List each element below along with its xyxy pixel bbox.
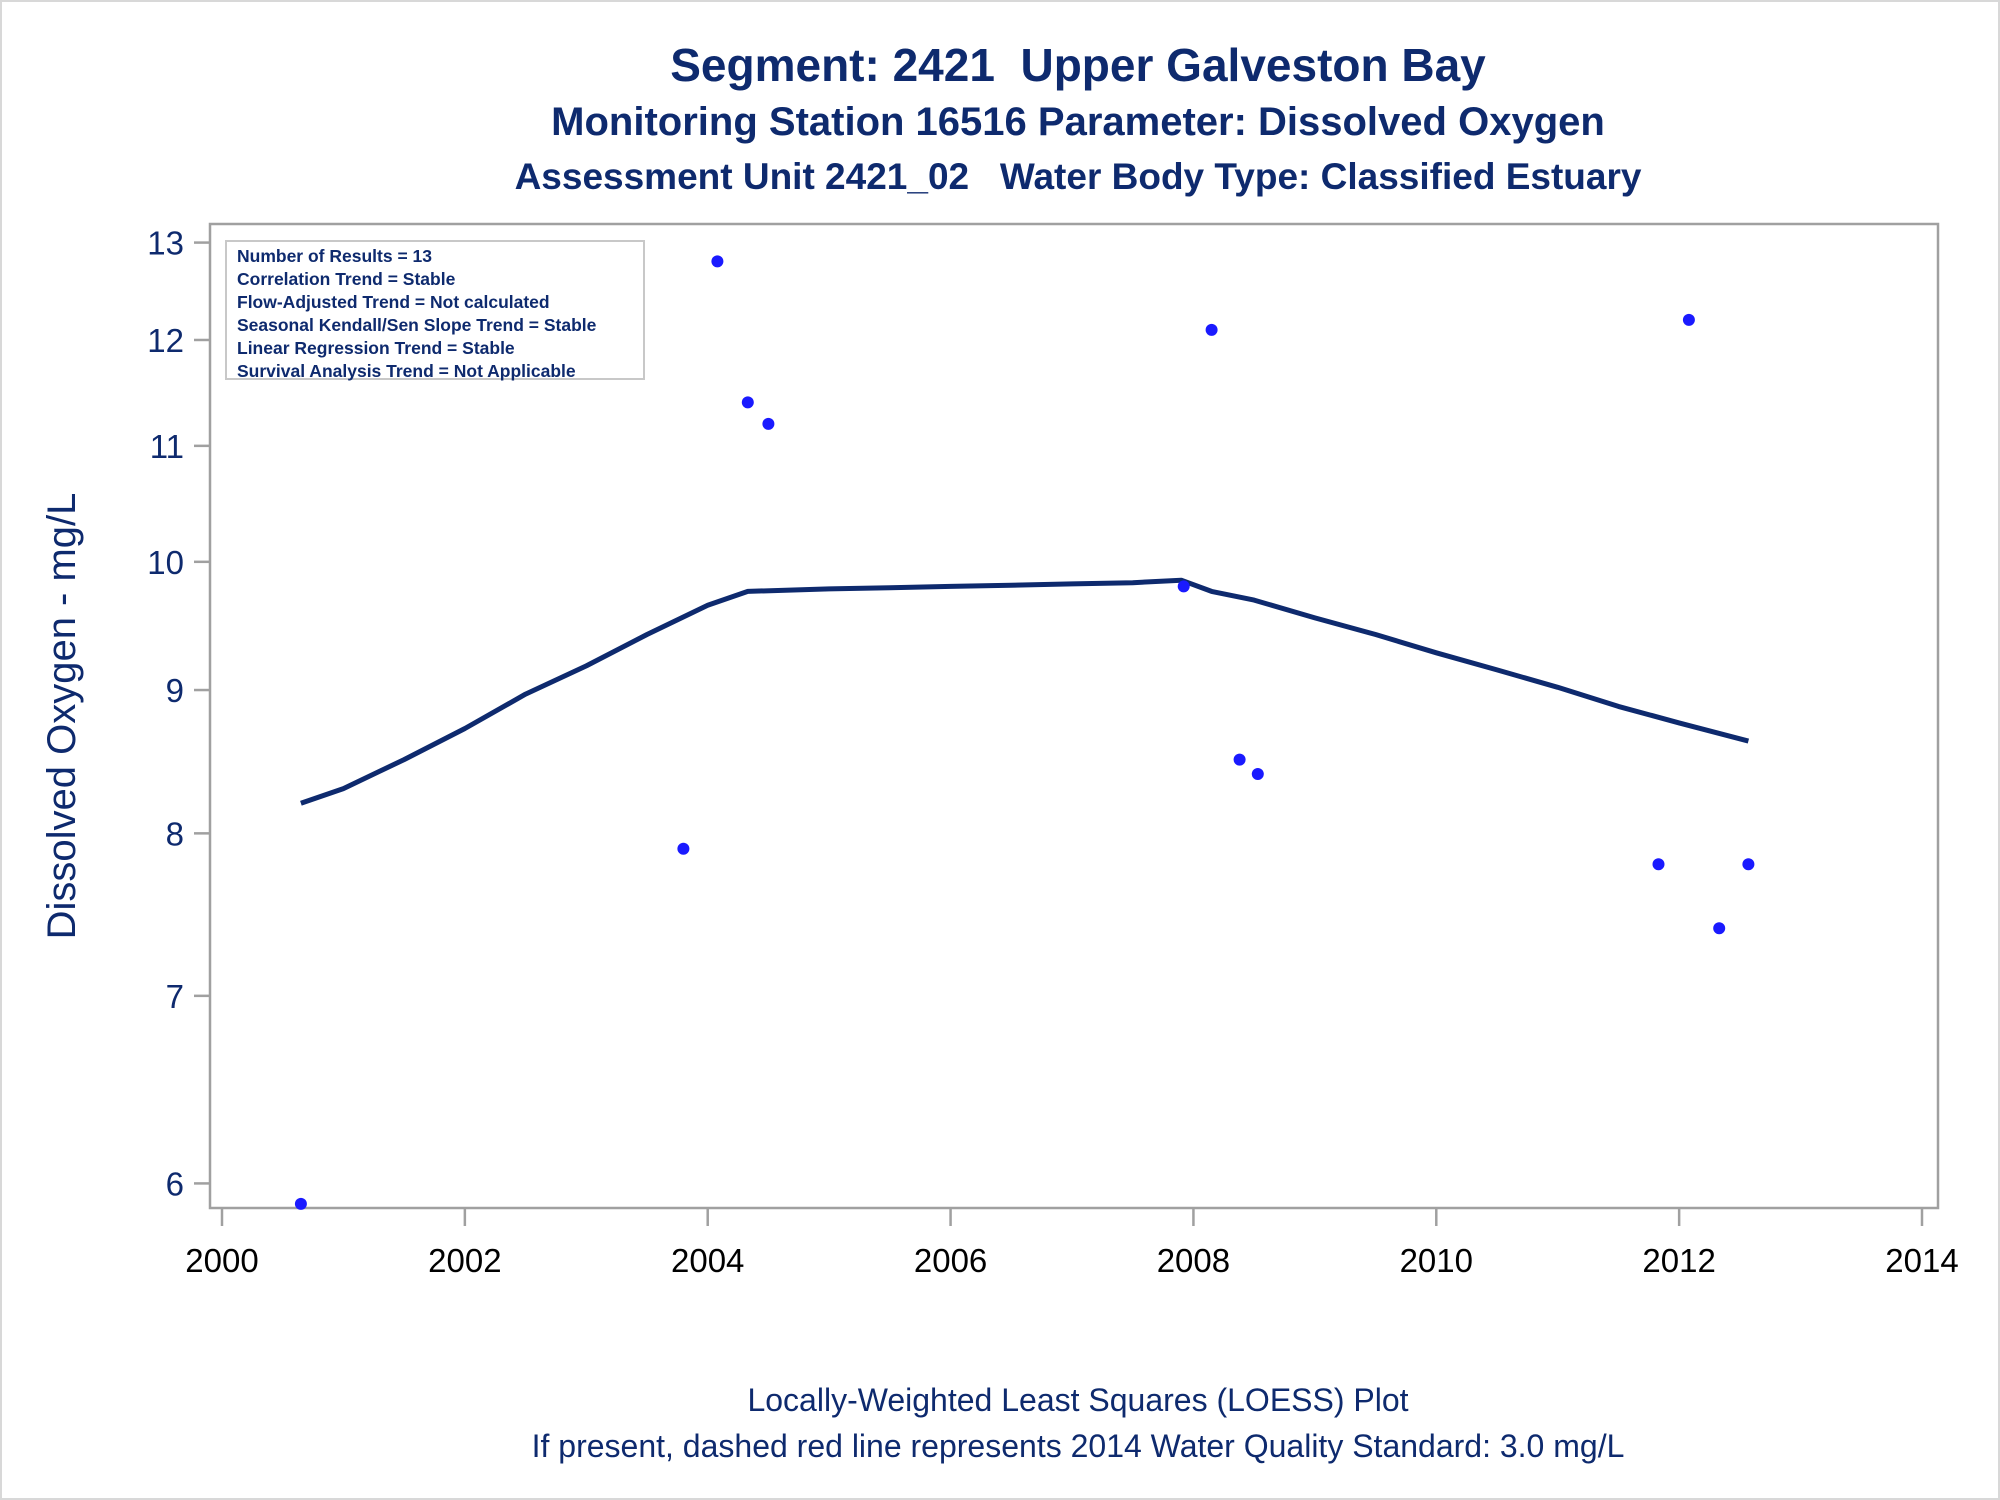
data-point (1233, 753, 1246, 766)
y-tick-label: 11 (150, 428, 184, 465)
x-tick-label: 2004 (671, 1242, 744, 1279)
data-point (1742, 858, 1755, 871)
loess-curve-layer (300, 577, 1750, 806)
data-points-layer (294, 255, 1755, 1210)
stat-number-of-results: Number of Results = 13 (237, 246, 432, 266)
loess-curve (300, 577, 1750, 806)
x-tick-label: 2006 (914, 1242, 987, 1279)
stat-linear-regression-trend: Linear Regression Trend = Stable (237, 338, 515, 358)
data-point (762, 417, 775, 430)
x-axis: 2000 2002 2004 2006 2008 2010 2012 2014 (185, 1208, 1959, 1279)
stat-flow-adjusted-trend: Flow-Adjusted Trend = Not calculated (237, 292, 550, 312)
data-point (294, 1197, 307, 1210)
y-tick-label: 9 (166, 672, 184, 709)
data-point (677, 842, 690, 855)
y-tick-label: 7 (166, 978, 184, 1015)
x-tick-label: 2000 (185, 1242, 258, 1279)
x-tick-label: 2002 (428, 1242, 501, 1279)
x-tick-label: 2010 (1400, 1242, 1473, 1279)
data-point (1205, 323, 1218, 336)
plot-area (208, 222, 1940, 1210)
data-point (711, 255, 724, 268)
stat-survival-analysis-trend: Survival Analysis Trend = Not Applicable (237, 361, 576, 381)
data-point (741, 396, 754, 409)
stat-correlation-trend: Correlation Trend = Stable (237, 269, 456, 289)
trend-statistics-box: Number of Results = 13 Correlation Trend… (225, 240, 645, 381)
footnote-standard: If present, dashed red line represents 2… (531, 1428, 1625, 1464)
data-point (1713, 922, 1726, 935)
x-tick-label: 2014 (1885, 1242, 1958, 1279)
data-point (1682, 313, 1695, 326)
footnote-plot-type: Locally-Weighted Least Squares (LOESS) P… (747, 1382, 1409, 1418)
chart-subtitle: Monitoring Station 16516 Parameter: Diss… (551, 100, 1605, 144)
stat-seasonal-kendall-trend: Seasonal Kendall/Sen Slope Trend = Stabl… (237, 315, 597, 335)
y-axis: 6 7 8 9 10 11 12 13 (147, 225, 210, 1202)
x-tick-label: 2012 (1642, 1242, 1715, 1279)
y-tick-label: 12 (147, 322, 184, 359)
y-axis-label: Dissolved Oxygen - mg/L (40, 493, 84, 940)
chart-subtitle-secondary: Assessment Unit 2421_02 Water Body Type:… (514, 156, 1642, 197)
data-point (1251, 768, 1264, 780)
y-tick-label: 13 (147, 225, 184, 262)
y-tick-label: 6 (166, 1165, 184, 1202)
x-tick-label: 2008 (1157, 1242, 1230, 1279)
data-point (1652, 858, 1665, 871)
data-point (1177, 580, 1190, 593)
y-tick-label: 8 (166, 815, 184, 852)
y-tick-label: 10 (147, 544, 184, 581)
chart-title: Segment: 2421 Upper Galveston Bay (670, 39, 1486, 91)
